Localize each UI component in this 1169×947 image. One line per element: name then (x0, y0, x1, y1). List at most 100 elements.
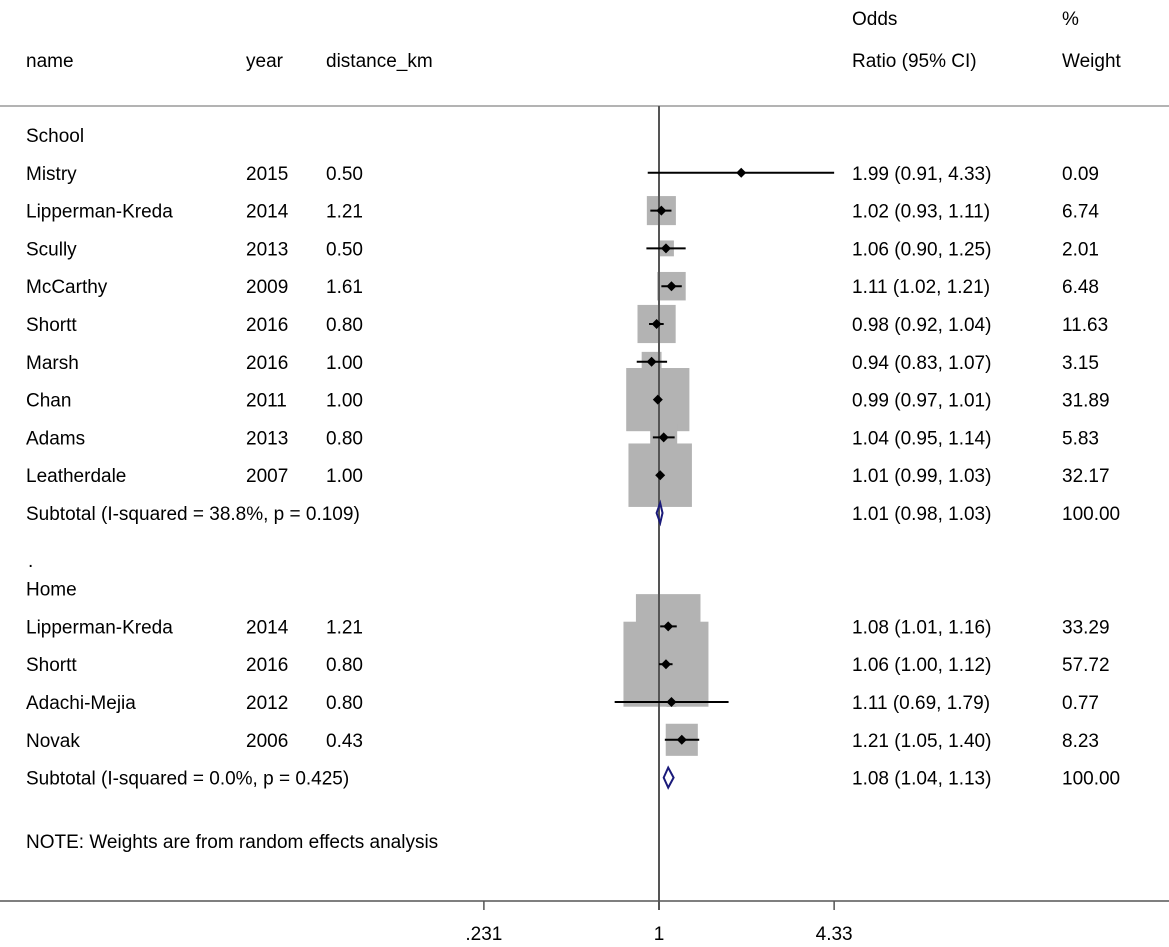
study-name: Lipperman-Kreda (26, 617, 173, 638)
study-weight: 57.72 (1062, 655, 1110, 676)
row-text-layer: School Mistry 2015 0.50 1.99 (0.91, 4.33) 0.0… (26, 126, 1120, 790)
study-year: 2007 (246, 466, 288, 487)
point-estimate (660, 659, 671, 670)
study-weight: 6.74 (1062, 202, 1099, 223)
header-weight-line2: Weight (1062, 51, 1122, 72)
study-year: 2006 (246, 731, 288, 752)
study-distance: 1.21 (326, 202, 363, 223)
point-estimate (656, 205, 667, 216)
study-weight: 32.17 (1062, 466, 1110, 487)
point-estimate (655, 470, 666, 481)
study-weight: 6.48 (1062, 277, 1099, 298)
point-estimate (676, 734, 687, 745)
footnote: NOTE: Weights are from random effects an… (26, 832, 438, 853)
study-year: 2016 (246, 353, 288, 374)
subtotal-or-ci: 1.01 (0.98, 1.03) (852, 504, 991, 525)
study-distance: 0.50 (326, 239, 363, 260)
study-distance: 1.00 (326, 353, 363, 374)
point-estimate (646, 356, 657, 367)
study-weight: 31.89 (1062, 391, 1110, 412)
study-name: Novak (26, 731, 80, 752)
subtotal-or-ci: 1.08 (1.04, 1.13) (852, 769, 991, 790)
subtotal-label: Subtotal (I-squared = 38.8%, p = 0.109) (26, 504, 360, 525)
study-name: Adams (26, 428, 85, 449)
study-distance: 0.80 (326, 428, 363, 449)
study-distance: 1.00 (326, 391, 363, 412)
study-name: McCarthy (26, 277, 108, 298)
subtotal-diamond (655, 499, 664, 527)
study-or-ci: 1.11 (1.02, 1.21) (852, 277, 990, 298)
study-distance: 0.80 (326, 655, 363, 676)
study-year: 2012 (246, 693, 288, 714)
study-year: 2013 (246, 428, 288, 449)
group-separator-dot: . (28, 551, 33, 572)
study-weight: 3.15 (1062, 353, 1099, 374)
point-estimate (651, 319, 662, 329)
point-estimate (660, 243, 671, 254)
study-name: Mistry (26, 164, 77, 185)
study-distance: 0.80 (326, 315, 363, 336)
subtotal-label: Subtotal (I-squared = 0.0%, p = 0.425) (26, 769, 349, 790)
study-name: Shortt (26, 315, 77, 336)
study-weight: 0.77 (1062, 693, 1099, 714)
study-or-ci: 1.99 (0.91, 4.33) (852, 164, 991, 185)
study-weight: 2.01 (1062, 239, 1099, 260)
study-year: 2016 (246, 655, 288, 676)
x-tick-label: 4.33 (816, 924, 853, 945)
header-name: name (26, 51, 74, 72)
weight-boxes-layer (623, 171, 743, 756)
study-distance: 0.50 (326, 164, 363, 185)
header-distance: distance_km (326, 51, 433, 72)
point-estimate (658, 432, 669, 443)
study-name: Adachi-Mejia (26, 693, 136, 714)
point-estimate (736, 167, 747, 178)
study-or-ci: 0.98 (0.92, 1.04) (852, 315, 991, 336)
study-name: Shortt (26, 655, 77, 676)
study-distance: 0.80 (326, 693, 363, 714)
header-year: year (246, 51, 284, 72)
header-or-line2: Ratio (95% CI) (852, 51, 977, 72)
study-year: 2015 (246, 164, 288, 185)
study-or-ci: 1.06 (1.00, 1.12) (852, 655, 991, 676)
study-year: 2013 (246, 239, 288, 260)
study-weight: 0.09 (1062, 164, 1099, 185)
x-tick-label: .231 (465, 924, 502, 945)
point-estimate (663, 621, 674, 632)
study-distance: 0.43 (326, 731, 363, 752)
marks-layer (614, 167, 835, 790)
study-or-ci: 1.02 (0.93, 1.11) (852, 202, 990, 223)
group-label: School (26, 126, 84, 147)
study-year: 2009 (246, 277, 288, 298)
study-name: Marsh (26, 353, 79, 374)
x-tick-label: 1 (654, 924, 665, 945)
study-year: 2014 (246, 617, 289, 638)
study-distance: 1.21 (326, 617, 363, 638)
study-weight: 33.29 (1062, 617, 1110, 638)
study-year: 2016 (246, 315, 288, 336)
study-or-ci: 0.94 (0.83, 1.07) (852, 353, 991, 374)
study-name: Leatherdale (26, 466, 126, 487)
study-or-ci: 1.01 (0.99, 1.03) (852, 466, 991, 487)
study-year: 2014 (246, 202, 289, 223)
subtotal-diamond (662, 765, 675, 790)
point-estimate (666, 281, 677, 292)
point-estimate (652, 394, 663, 405)
point-estimate (666, 697, 677, 707)
header-or-line1: Odds (852, 9, 897, 30)
study-or-ci: 1.21 (1.05, 1.40) (852, 731, 991, 752)
study-weight: 5.83 (1062, 428, 1099, 449)
study-or-ci: 1.04 (0.95, 1.14) (852, 428, 991, 449)
subtotal-weight: 100.00 (1062, 504, 1120, 525)
study-name: Chan (26, 391, 71, 412)
study-weight: 8.23 (1062, 731, 1099, 752)
study-distance: 1.61 (326, 277, 363, 298)
subtotal-weight: 100.00 (1062, 769, 1120, 790)
study-weight: 11.63 (1062, 315, 1108, 336)
study-distance: 1.00 (326, 466, 363, 487)
study-name: Scully (26, 239, 77, 260)
study-or-ci: 1.06 (0.90, 1.25) (852, 239, 991, 260)
study-or-ci: 1.11 (0.69, 1.79) (852, 693, 990, 714)
study-year: 2011 (246, 391, 287, 412)
group-label: Home (26, 580, 77, 601)
